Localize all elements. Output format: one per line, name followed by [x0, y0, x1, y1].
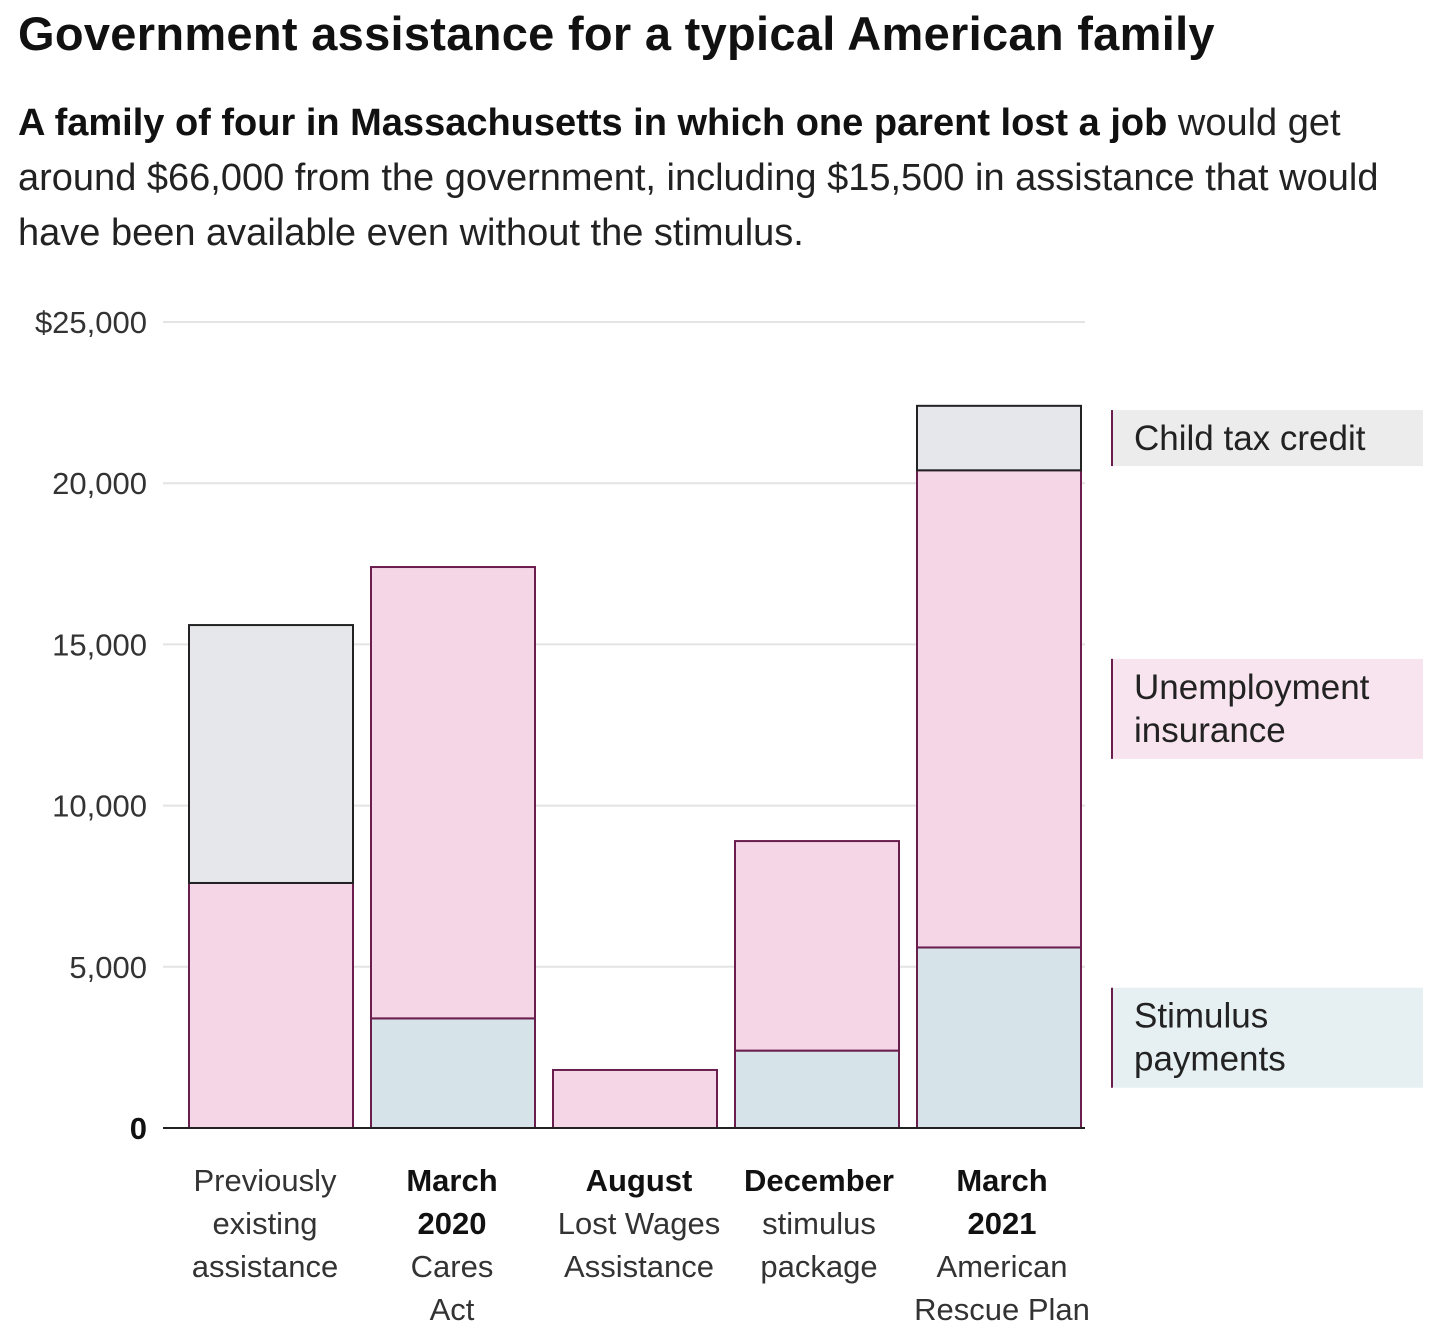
y-tick-label: 0 — [130, 1111, 147, 1146]
y-tick-label: 5,000 — [69, 950, 147, 985]
bars — [188, 404, 1082, 1130]
legend: Stimulus payments Unemployment insurance Chi… — [1111, 410, 1423, 1088]
legend-swatch-bg — [1112, 410, 1423, 467]
bar-segment — [916, 404, 1082, 472]
category-label: August — [586, 1163, 693, 1198]
category-label: March — [406, 1163, 497, 1198]
category-label: Previously — [194, 1163, 337, 1198]
bar-segment — [916, 946, 1082, 1129]
category-label: March — [956, 1163, 1047, 1198]
bar-segment — [552, 1068, 718, 1130]
chart-title: Government assistance for a typical Amer… — [18, 7, 1215, 60]
y-tick-label: $25,000 — [35, 305, 147, 340]
bar-segment — [734, 840, 900, 1052]
subtitle-bold: A family of four in Massachusetts in whi… — [18, 102, 1168, 144]
category-label: Assistance — [564, 1249, 714, 1284]
bar-segment — [734, 1049, 900, 1130]
legend-swatch-bg — [1112, 987, 1423, 1088]
legend-label: payments — [1134, 1040, 1286, 1079]
category-label: package — [760, 1249, 877, 1284]
category-label: existing — [212, 1206, 317, 1241]
legend-label: Child tax credit — [1134, 419, 1366, 458]
legend-label: Stimulus — [1134, 997, 1268, 1036]
y-tick-label: 10,000 — [52, 789, 147, 824]
category-label: December — [744, 1163, 894, 1198]
bar-segment — [370, 1017, 536, 1129]
category-label: 2020 — [418, 1206, 487, 1241]
bar-segment — [370, 566, 536, 1020]
bar-segment — [916, 469, 1082, 949]
y-axis-ticks: 0 5,000 10,000 15,000 20,000 $25,000 — [35, 305, 147, 1146]
category-label: assistance — [192, 1249, 338, 1284]
category-label: Rescue Plan — [914, 1292, 1090, 1327]
category-label: Cares — [411, 1249, 494, 1284]
chart-subtitle: A family of four in Massachusetts in whi… — [18, 96, 1418, 261]
x-axis-categories: Previously existing assistance March 2020 Car… — [192, 1163, 1090, 1327]
bar-segment — [188, 624, 354, 884]
legend-label: Unemployment — [1134, 668, 1370, 707]
bar-segment — [188, 881, 354, 1130]
subtitle-rest: would get around $66,000 from the govern… — [18, 102, 1379, 254]
y-tick-label: 15,000 — [52, 627, 147, 662]
category-label: stimulus — [762, 1206, 876, 1241]
legend-swatch-bg — [1112, 658, 1423, 759]
category-label: Act — [430, 1292, 475, 1327]
category-label: Lost Wages — [558, 1206, 721, 1241]
legend-label: insurance — [1134, 711, 1286, 750]
category-label: 2021 — [968, 1206, 1037, 1241]
y-tick-label: 20,000 — [52, 466, 147, 501]
category-label: American — [937, 1249, 1068, 1284]
